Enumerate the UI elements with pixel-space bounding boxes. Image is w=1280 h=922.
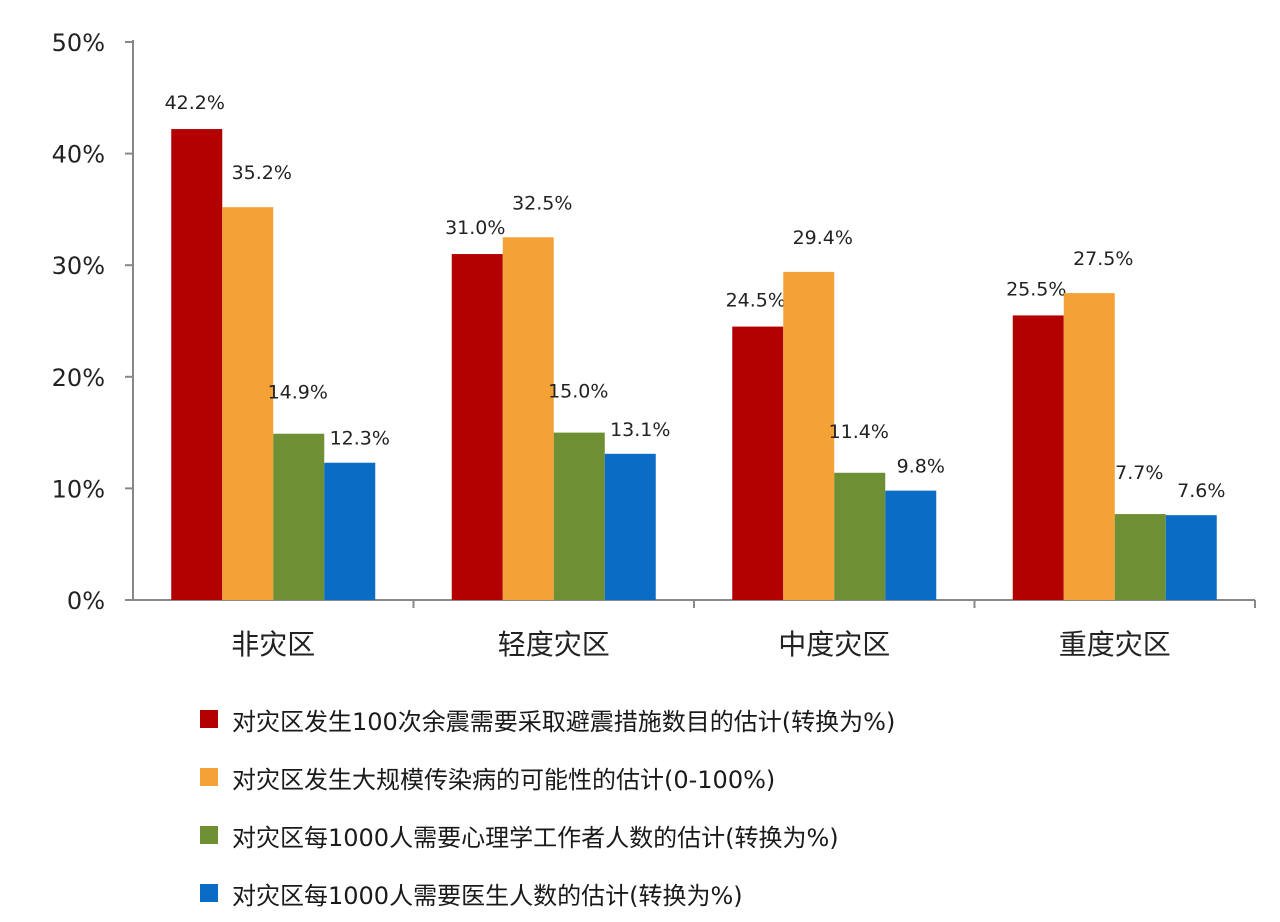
y-tick-label: 20% xyxy=(52,364,105,392)
bar xyxy=(502,237,554,601)
data-label: 14.9% xyxy=(268,382,328,404)
legend-item: 对灾区发生大规模传染病的可能性的估计(0-100%) xyxy=(200,748,895,806)
data-label: 9.8% xyxy=(897,456,945,478)
y-tick-label: 50% xyxy=(52,29,105,57)
bar xyxy=(273,433,325,600)
legend-swatch-series-2 xyxy=(200,768,218,786)
bar xyxy=(1012,315,1064,600)
data-label: 29.4% xyxy=(793,227,853,249)
bar xyxy=(553,432,605,600)
data-label: 32.5% xyxy=(512,192,572,214)
bar xyxy=(1114,514,1166,600)
y-tick-label: 0% xyxy=(67,587,105,615)
legend-label-series-2: 对灾区发生大规模传染病的可能性的估计(0-100%) xyxy=(232,765,776,794)
data-label: 7.7% xyxy=(1115,462,1163,484)
data-label: 25.5% xyxy=(1006,278,1066,300)
bar xyxy=(732,326,784,600)
bar xyxy=(222,207,274,600)
legend-item: 对灾区每1000人需要心理学工作者人数的估计(转换为%) xyxy=(200,806,895,864)
y-tick-label: 30% xyxy=(52,252,105,280)
data-label: 12.3% xyxy=(330,428,390,450)
legend-swatch-series-3 xyxy=(200,826,218,844)
legend-label-series-4: 对灾区每1000人需要医生人数的估计(转换为%) xyxy=(232,881,743,910)
bar xyxy=(885,490,937,600)
legend-swatch-series-1 xyxy=(200,710,218,728)
data-label: 15.0% xyxy=(548,381,608,403)
y-tick-label: 10% xyxy=(52,475,105,503)
data-label: 13.1% xyxy=(610,419,670,441)
category-label: 非灾区 xyxy=(231,628,315,661)
legend-swatch-series-4 xyxy=(200,884,218,902)
legend-label-series-3: 对灾区每1000人需要心理学工作者人数的估计(转换为%) xyxy=(232,823,839,852)
category-label: 中度灾区 xyxy=(778,628,890,661)
bar xyxy=(604,453,656,600)
bar xyxy=(451,254,503,601)
data-label: 35.2% xyxy=(232,162,292,184)
y-tick-label: 40% xyxy=(52,141,105,169)
category-label: 轻度灾区 xyxy=(498,628,610,661)
bar-chart: 0% 10% 20% 30% 40% 50% 42.2% 35.2% 14.9% 12.3% 非灾区… xyxy=(52,29,1256,661)
data-label: 42.2% xyxy=(165,92,225,114)
legend: 对灾区发生100次余震需要采取避震措施数目的估计(转换为%) 对灾区发生大规模传… xyxy=(200,690,895,922)
bar xyxy=(171,129,223,600)
bar xyxy=(1063,293,1115,600)
legend-item: 对灾区发生100次余震需要采取避震措施数目的估计(转换为%) xyxy=(200,690,895,748)
legend-item: 对灾区每1000人需要医生人数的估计(转换为%) xyxy=(200,864,895,922)
data-label: 27.5% xyxy=(1073,248,1133,270)
category-label: 重度灾区 xyxy=(1059,628,1171,661)
data-label: 31.0% xyxy=(445,217,505,239)
data-label: 24.5% xyxy=(726,290,786,312)
bar xyxy=(324,462,376,600)
data-label: 11.4% xyxy=(829,421,889,443)
data-label: 7.6% xyxy=(1177,480,1225,502)
bar xyxy=(783,271,835,600)
bar xyxy=(1165,515,1217,600)
bar xyxy=(834,472,886,600)
legend-label-series-1: 对灾区发生100次余震需要采取避震措施数目的估计(转换为%) xyxy=(232,707,896,736)
